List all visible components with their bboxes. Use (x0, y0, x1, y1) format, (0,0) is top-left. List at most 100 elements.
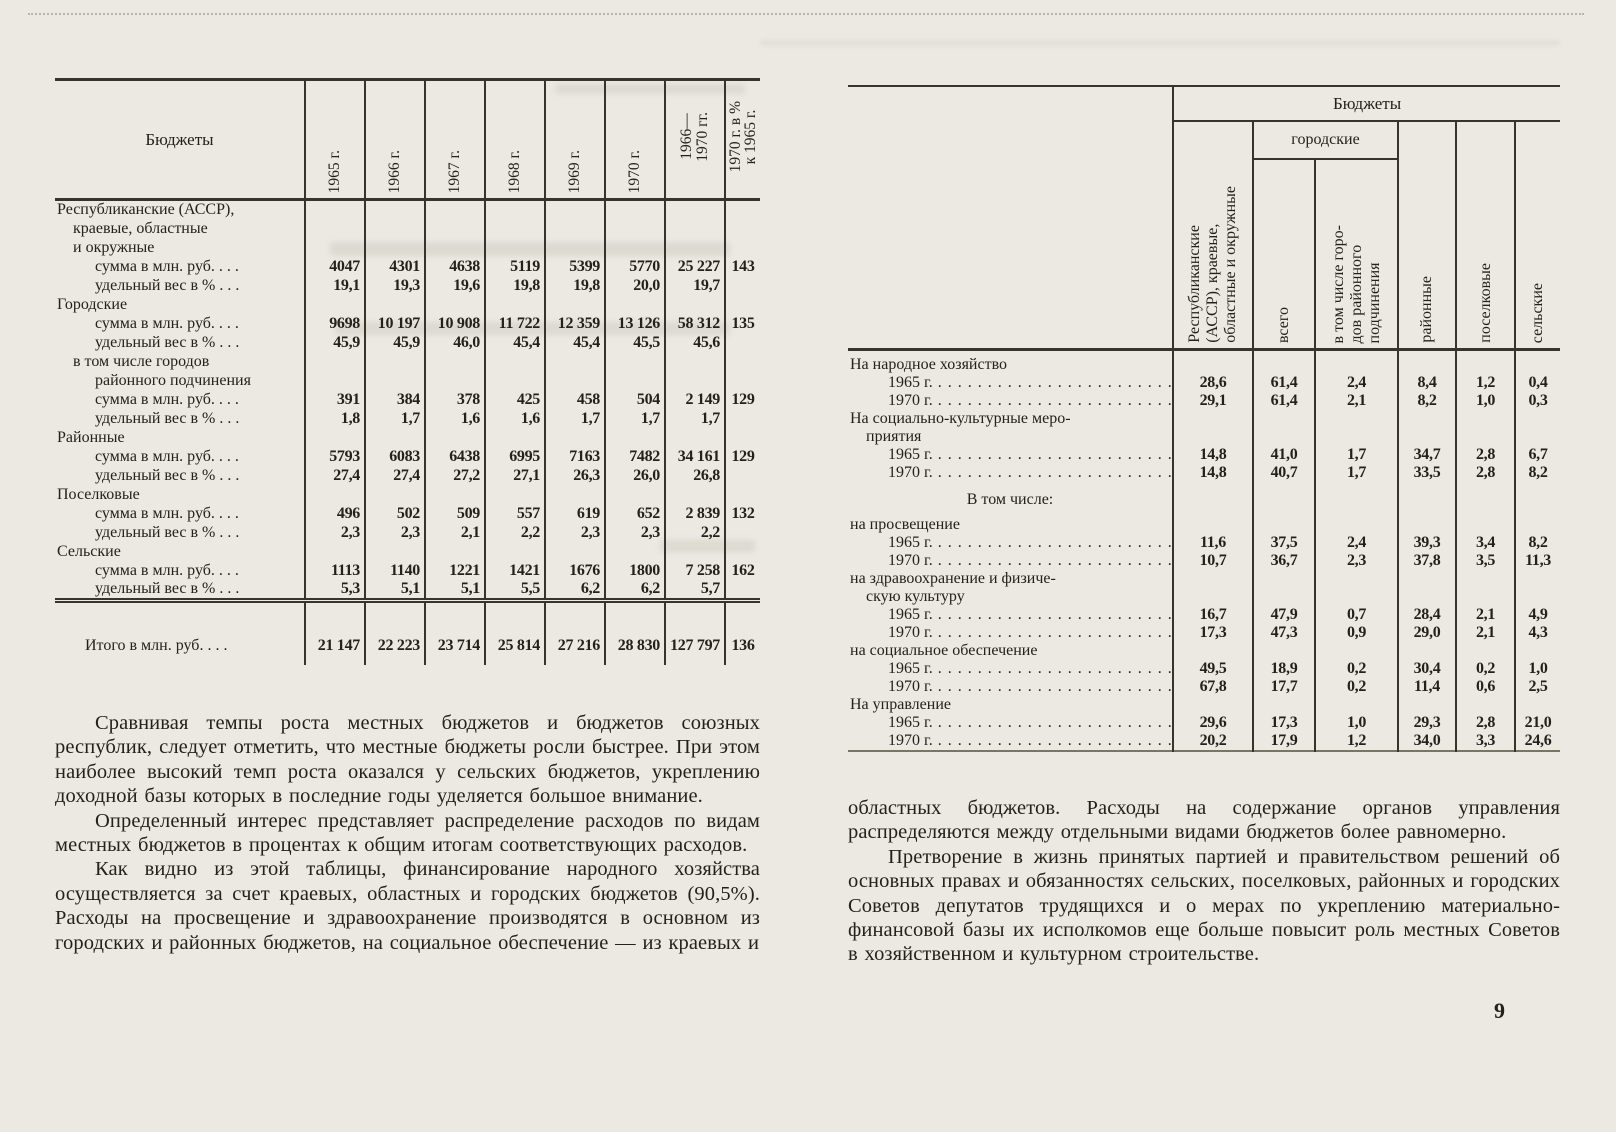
value-cell (724, 352, 760, 371)
row-label: сумма в млн. руб. . . . (95, 447, 239, 465)
value-cell: 28 830 (604, 598, 665, 665)
value-cell (724, 333, 760, 352)
local-budgets-growth-table: Бюджеты 1965 г. 1966 г. 1967 г. 1968 г. 1969 … (55, 78, 760, 665)
value-cell: 391 (304, 390, 365, 409)
value-cell: 2,8 (1455, 464, 1515, 482)
value-cell (304, 428, 365, 447)
value-cell: 34,0 (1397, 732, 1456, 751)
value-cell: 45,4 (484, 333, 545, 352)
value-cell: 5,1 (424, 580, 485, 601)
value-cell (1172, 642, 1253, 660)
value-cell: 7163 (544, 447, 605, 466)
value-cell (1455, 588, 1515, 606)
value-cell (544, 485, 605, 504)
value-cell (724, 199, 760, 219)
row-label: сумма в млн. руб. . . . (95, 314, 239, 332)
table-row: сумма в млн. руб. . . . 391 384 378 425 458 50… (55, 390, 760, 409)
row-label: районного подчинения (95, 371, 251, 389)
value-cell: 7482 (604, 447, 665, 466)
table-row: На народное хозяйство (848, 348, 1561, 374)
value-cell: 5,1 (364, 580, 425, 601)
expenditure-distribution-table: Бюджеты Республиканские (АССР), краевые, об… (848, 85, 1561, 752)
value-cell: 162 (724, 561, 760, 580)
table-row: районного подчинения (55, 371, 760, 390)
value-cell (424, 485, 485, 504)
col-group-budgets: Бюджеты (1171, 86, 1561, 122)
value-cell (724, 371, 760, 390)
value-cell (1397, 428, 1456, 446)
value-cell (1397, 570, 1456, 588)
value-cell (544, 371, 605, 390)
value-cell: 0,2 (1314, 678, 1398, 696)
value-cell (1314, 516, 1398, 534)
table-row: 1965 г. . . . . . . . . . . . . . . . . … (848, 446, 1561, 464)
value-cell: 21 147 (304, 598, 365, 665)
value-cell: 1,0 (1455, 392, 1515, 410)
value-cell: 2,3 (364, 523, 425, 542)
paragraph: Претворение в жизнь принятых партией и п… (848, 845, 1560, 966)
value-cell (1513, 588, 1561, 606)
col-header-period: 1966— 1970 гг. (664, 79, 725, 201)
value-cell (1252, 642, 1315, 660)
table-row: скую культуру (848, 588, 1561, 606)
value-cell (304, 371, 365, 390)
row-label: 1970 г. . . . . . . . . . . . . . . . . … (888, 552, 1173, 569)
value-cell: 2,1 (1455, 624, 1515, 642)
value-cell (604, 542, 665, 561)
row-label: 1965 г. . . . . . . . . . . . . . . . . … (888, 660, 1173, 677)
value-cell: 1,6 (484, 409, 545, 428)
value-cell: 47,9 (1252, 606, 1315, 624)
value-cell: 22 223 (364, 598, 425, 665)
value-cell (364, 219, 425, 238)
value-cell: 619 (544, 504, 605, 523)
value-cell (604, 428, 665, 447)
value-cell: 2,3 (544, 523, 605, 542)
value-cell: 557 (484, 504, 545, 523)
table-row: 1970 г. . . . . . . . . . . . . . . . . … (848, 678, 1561, 696)
value-cell (484, 542, 545, 561)
value-cell: 8,4 (1397, 374, 1456, 392)
value-cell (604, 295, 665, 314)
value-cell (484, 352, 545, 371)
col-header-city-total: всего (1252, 159, 1315, 350)
value-cell (724, 542, 760, 561)
value-cell (544, 542, 605, 561)
row-label: Республиканские (АССР), (57, 201, 235, 218)
value-cell (664, 371, 725, 390)
table-row: на социальное обеспечение (848, 642, 1561, 660)
value-cell (484, 219, 545, 238)
value-cell (1455, 696, 1515, 714)
table-row: удельный вес в % . . . 19,1 19,3 19,6 19,8 19… (55, 276, 760, 295)
row-label: удельный вес в % . . . (95, 523, 240, 541)
value-cell: 29,3 (1397, 714, 1456, 732)
value-cell: 2,8 (1455, 714, 1515, 732)
value-cell: 14,8 (1172, 464, 1253, 482)
value-cell (1513, 410, 1561, 428)
value-cell: 18,9 (1252, 660, 1315, 678)
value-cell: 8,2 (1397, 392, 1456, 410)
value-cell (484, 238, 545, 257)
value-cell (424, 199, 485, 219)
row-label: удельный вес в % . . . (95, 276, 240, 294)
value-cell: 36,7 (1252, 552, 1315, 570)
scan-artifact-smudge (760, 40, 1560, 46)
value-cell (544, 199, 605, 219)
value-cell: 4301 (364, 257, 425, 276)
value-cell: 4,9 (1513, 606, 1561, 624)
row-label: сумма в млн. руб. . . . (95, 504, 239, 522)
row-label: Итого в млн. руб. . . . (55, 598, 305, 665)
value-cell (364, 199, 425, 219)
value-cell: 23 714 (424, 598, 485, 665)
value-cell (664, 219, 725, 238)
value-cell: 378 (424, 390, 485, 409)
value-cell (1314, 696, 1398, 714)
value-cell (1513, 570, 1561, 588)
value-cell: 2,1 (1314, 392, 1398, 410)
value-cell: 37,8 (1397, 552, 1456, 570)
value-cell: 1,2 (1455, 374, 1515, 392)
value-cell (364, 352, 425, 371)
value-cell: 6,2 (544, 580, 605, 601)
value-cell: 2 839 (664, 504, 725, 523)
value-cell: 509 (424, 504, 485, 523)
